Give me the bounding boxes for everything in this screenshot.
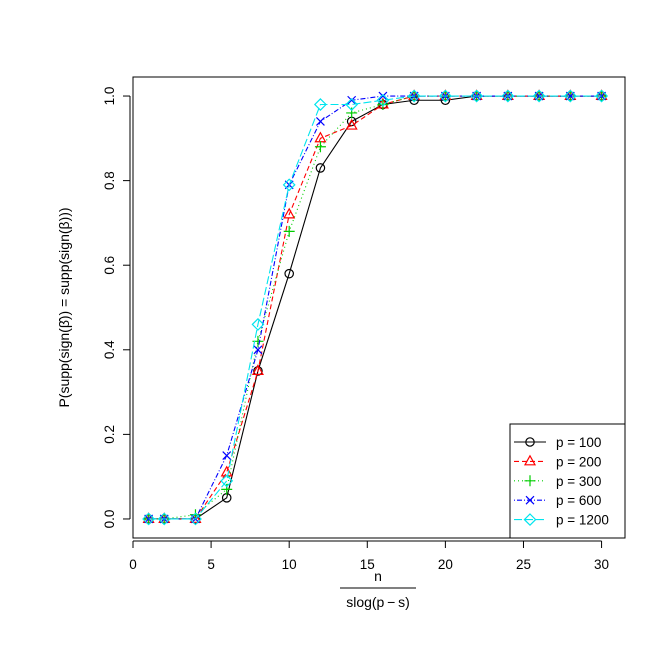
y-tick-label: 0.2 bbox=[102, 425, 117, 444]
legend-label: p = 200 bbox=[556, 454, 601, 469]
data-point bbox=[407, 89, 421, 103]
x-axis: 0 5 10 15 20 25 30 bbox=[129, 540, 609, 572]
x-tick-label: 25 bbox=[516, 557, 531, 572]
data-point bbox=[524, 475, 536, 487]
y-axis-label: P(supp(sign(β̂)) = supp(sign(β))) bbox=[56, 207, 72, 407]
x-tick-label: 30 bbox=[594, 557, 609, 572]
data-point bbox=[523, 513, 537, 527]
data-point bbox=[525, 437, 535, 447]
data-point bbox=[157, 512, 171, 526]
series-line bbox=[148, 95, 602, 520]
x-axis-label: n slog(p − s) bbox=[340, 568, 416, 610]
y-axis: 0.0 0.2 0.4 0.6 0.8 1.0 bbox=[102, 87, 131, 529]
legend-item: p = 100 bbox=[514, 435, 601, 450]
data-point bbox=[377, 98, 389, 110]
data-point bbox=[283, 207, 296, 219]
data-point bbox=[220, 474, 234, 488]
legend-item: p = 1200 bbox=[514, 513, 609, 528]
data-point bbox=[253, 345, 263, 355]
legend-label: p = 600 bbox=[556, 493, 601, 508]
data-point bbox=[378, 91, 388, 101]
data-point bbox=[376, 93, 390, 107]
data-point bbox=[470, 89, 484, 103]
legend-item: p = 200 bbox=[514, 454, 601, 469]
data-point bbox=[501, 89, 515, 103]
series-5 bbox=[142, 89, 609, 526]
data-point bbox=[315, 163, 326, 173]
x-axis-label-denominator: slog(p − s) bbox=[346, 594, 410, 610]
x-tick-label: 5 bbox=[207, 557, 215, 572]
x-tick-label: 10 bbox=[282, 557, 297, 572]
data-point bbox=[347, 95, 357, 105]
data-point bbox=[284, 268, 294, 279]
plot-frame bbox=[132, 76, 626, 539]
data-point bbox=[523, 454, 537, 466]
data-point bbox=[251, 317, 265, 331]
legend-label: p = 1200 bbox=[556, 513, 609, 528]
data-point bbox=[189, 512, 202, 526]
data-point bbox=[282, 178, 296, 192]
plot-series bbox=[142, 89, 609, 526]
y-tick-label: 0.8 bbox=[102, 171, 117, 190]
data-point bbox=[189, 512, 202, 523]
data-point bbox=[438, 89, 452, 103]
x-tick-label: 20 bbox=[438, 557, 453, 572]
legend-label: p = 300 bbox=[556, 474, 601, 489]
x-axis-label-numerator: n bbox=[374, 568, 382, 584]
y-tick-label: 1.0 bbox=[102, 87, 117, 106]
data-point bbox=[316, 116, 325, 126]
data-point bbox=[595, 89, 609, 103]
data-point bbox=[283, 225, 295, 237]
data-point bbox=[563, 89, 577, 103]
data-point bbox=[251, 364, 264, 375]
y-tick-label: 0.0 bbox=[102, 510, 117, 529]
data-point bbox=[345, 98, 359, 111]
data-point bbox=[532, 89, 546, 103]
legend: p = 100 p = 200 p = 300 p = 600 p = 1200 bbox=[509, 423, 626, 539]
data-point bbox=[142, 512, 156, 526]
data-point bbox=[345, 118, 358, 130]
y-tick-label: 0.4 bbox=[102, 340, 117, 359]
data-point bbox=[313, 98, 327, 111]
data-point bbox=[525, 495, 535, 505]
data-point bbox=[253, 366, 263, 376]
y-tick-label: 0.6 bbox=[102, 256, 117, 275]
x-tick-label: 0 bbox=[129, 557, 137, 572]
legend-label: p = 100 bbox=[556, 435, 601, 450]
legend-item: p = 300 bbox=[514, 474, 601, 489]
data-point bbox=[222, 451, 232, 460]
data-point bbox=[314, 141, 326, 153]
x-tick-label: 15 bbox=[360, 557, 375, 572]
legend-item: p = 600 bbox=[514, 493, 601, 508]
